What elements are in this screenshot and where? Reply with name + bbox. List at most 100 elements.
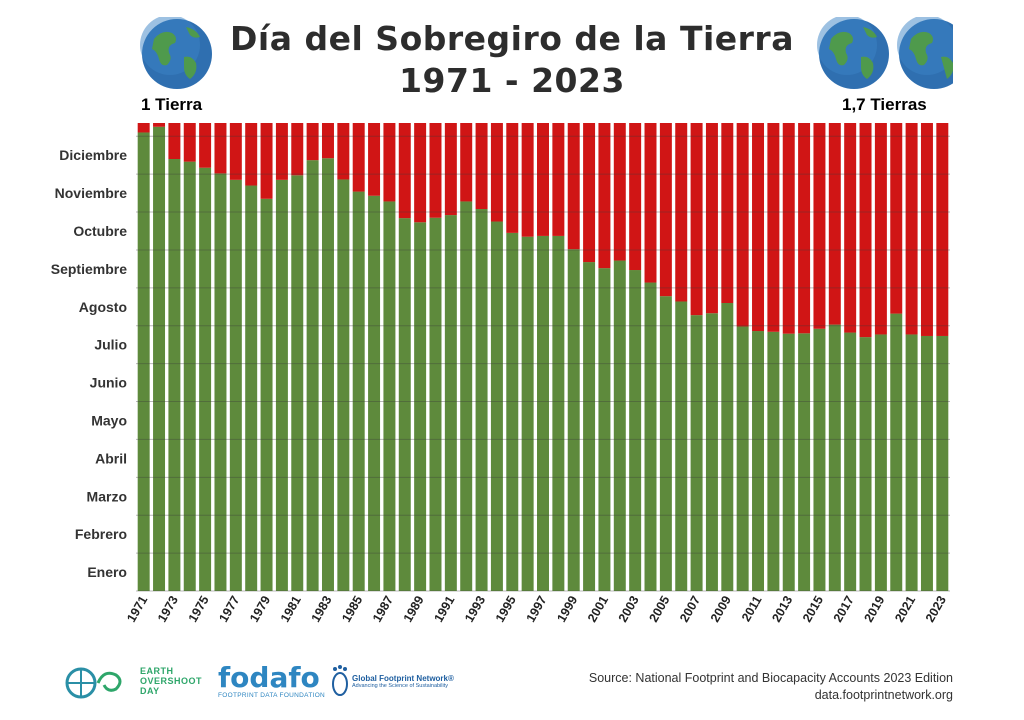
bar-remaining-1996 — [521, 123, 534, 237]
bar-overshoot-day-2003 — [629, 270, 642, 591]
bar-overshoot-day-1995 — [506, 232, 519, 591]
bar-remaining-1976 — [214, 123, 227, 174]
bar-overshoot-day-2006 — [675, 301, 688, 591]
bar-remaining-2012 — [767, 123, 780, 332]
chart-title: Día del Sobregiro de la Tierra 1971 - 20… — [212, 18, 812, 102]
bar-remaining-1986 — [368, 123, 381, 196]
eod-word-3: DAY — [140, 686, 160, 696]
bar-remaining-2011 — [752, 123, 765, 332]
bar-overshoot-day-2014 — [798, 333, 811, 591]
bar-overshoot-day-1985 — [352, 191, 365, 591]
y-axis-labels: Enero Febrero Marzo Abril Mayo Junio Julio Agos… — [51, 147, 127, 580]
bar-remaining-2005 — [659, 123, 672, 297]
bar-remaining-1994 — [490, 123, 503, 222]
bar-remaining-2003 — [629, 123, 642, 271]
x-tick-label-1995: 1995 — [493, 593, 519, 624]
y-tick-label-6: Julio — [94, 337, 127, 353]
bar-overshoot-day-2020 — [890, 313, 903, 591]
x-tick-label-1973: 1973 — [155, 593, 181, 624]
bar-overshoot-day-1978 — [245, 185, 258, 591]
bar-remaining-2023 — [936, 123, 949, 336]
bar-overshoot-day-2017 — [844, 332, 857, 591]
bar-overshoot-day-1974 — [183, 161, 196, 591]
x-tick-label-1981: 1981 — [278, 593, 304, 624]
bar-remaining-1997 — [537, 123, 549, 236]
bar-remaining-1980 — [275, 123, 288, 180]
bar-remaining-2013 — [782, 123, 795, 334]
globe-icon-right-2 — [897, 17, 953, 89]
bar-overshoot-day-1998 — [552, 235, 565, 591]
bar-overshoot-day-1992 — [460, 201, 473, 591]
bar-overshoot-day-1999 — [567, 249, 580, 591]
bar-overshoot-day-2000 — [583, 262, 596, 591]
gfn-tagline: Advancing the Science of Sustainability — [352, 683, 449, 689]
bar-overshoot-day-2015 — [813, 328, 826, 591]
bar-overshoot-day-1989 — [414, 222, 427, 591]
bar-overshoot-day-2008 — [705, 313, 718, 591]
x-tick-label-2023: 2023 — [923, 593, 949, 624]
right-globe-caption: 1,7 Tierras — [842, 95, 927, 114]
bar-remaining-1992 — [460, 123, 473, 202]
bar-overshoot-day-2010 — [736, 326, 749, 591]
bar-remaining-2021 — [905, 123, 918, 335]
left-globe-caption: 1 Tierra — [141, 95, 203, 114]
x-tick-label-2019: 2019 — [861, 593, 887, 624]
y-tick-label-11: Diciembre — [59, 147, 127, 163]
bar-remaining-2018 — [859, 123, 872, 338]
title-line-1: Día del Sobregiro de la Tierra — [230, 19, 794, 58]
bar-remaining-1972 — [153, 123, 166, 127]
bar-overshoot-day-2005 — [659, 296, 672, 591]
bar-remaining-1981 — [291, 123, 304, 176]
bar-overshoot-day-2019 — [874, 334, 887, 591]
globe-icon-right-1 — [817, 17, 889, 89]
bar-overshoot-day-2012 — [767, 331, 780, 591]
bar-overshoot-day-1971 — [137, 132, 150, 591]
title-line-2: 1971 - 2023 — [399, 61, 625, 100]
bar-overshoot-day-2011 — [752, 331, 765, 591]
bar-remaining-1985 — [352, 123, 365, 192]
bar-overshoot-day-1972 — [153, 126, 166, 591]
x-tick-label-2005: 2005 — [646, 593, 672, 624]
x-tick-label-1993: 1993 — [462, 593, 488, 624]
x-tick-label-2011: 2011 — [739, 593, 765, 624]
x-tick-label-2017: 2017 — [831, 593, 857, 624]
bar-overshoot-day-1987 — [383, 201, 396, 591]
x-tick-label-1977: 1977 — [216, 593, 242, 624]
bar-overshoot-day-1982 — [306, 160, 319, 591]
bar-remaining-2004 — [644, 123, 657, 283]
x-tick-label-2007: 2007 — [677, 593, 703, 624]
source-line-1: Source: National Footprint and Biocapaci… — [588, 671, 953, 685]
bar-remaining-1989 — [414, 123, 427, 223]
eod-word-1: EARTH — [140, 666, 174, 676]
bar-overshoot-day-1993 — [475, 209, 488, 591]
bar-remaining-2000 — [583, 123, 596, 263]
x-tick-label-1985: 1985 — [339, 593, 365, 624]
source-note: Source: National Footprint and Biocapaci… — [589, 670, 953, 704]
bar-remaining-1998 — [552, 123, 565, 236]
bar-remaining-1978 — [245, 123, 258, 186]
bar-remaining-2014 — [798, 123, 811, 334]
x-tick-label-1999: 1999 — [554, 593, 580, 624]
y-tick-label-5: Junio — [90, 375, 127, 391]
bar-overshoot-day-1996 — [521, 236, 534, 591]
bar-remaining-2002 — [613, 123, 626, 261]
bar-remaining-1975 — [199, 123, 212, 168]
bar-overshoot-day-2001 — [598, 268, 611, 591]
y-tick-label-8: Septiembre — [51, 261, 127, 277]
y-tick-label-1: Febrero — [75, 526, 127, 542]
x-tick-label-2009: 2009 — [708, 593, 734, 624]
x-tick-label-2021: 2021 — [892, 593, 918, 624]
bar-overshoot-day-2013 — [782, 333, 795, 591]
bar-overshoot-day-1994 — [490, 221, 503, 591]
bar-remaining-1995 — [506, 123, 519, 233]
bar-remaining-2010 — [736, 123, 749, 327]
bar-remaining-2015 — [813, 123, 826, 329]
bar-remaining-2009 — [721, 123, 734, 303]
bar-overshoot-day-1980 — [275, 179, 288, 591]
bars-group — [137, 123, 949, 592]
bar-remaining-1990 — [429, 123, 442, 218]
bar-remaining-1977 — [229, 123, 242, 180]
y-tick-label-10: Noviembre — [55, 185, 128, 201]
bar-overshoot-day-1990 — [429, 217, 442, 592]
